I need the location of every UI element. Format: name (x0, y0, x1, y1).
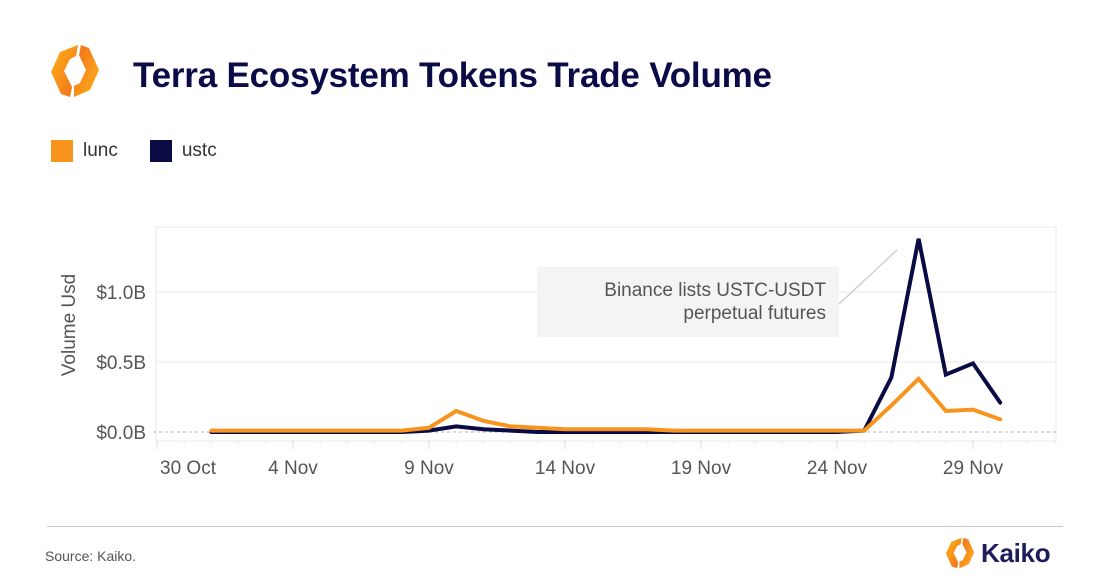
legend-label-ustc: ustc (181, 140, 217, 161)
legend: lunc ustc (51, 140, 249, 162)
annotation-box (537, 267, 839, 337)
y-tick-label: $0.5B (96, 353, 146, 374)
chart-title: Terra Ecosystem Tokens Trade Volume (133, 56, 772, 95)
x-tick-label: 29 Nov (943, 458, 1004, 479)
y-tick-label: $0.0B (96, 423, 146, 444)
kaiko-logo-icon (50, 42, 100, 100)
y-tick-label: $1.0B (96, 283, 146, 304)
y-axis-title: Volume Usd (59, 274, 80, 376)
footer-divider (47, 526, 1063, 527)
legend-swatch-ustc (149, 140, 172, 162)
y-axis: $0.0B $0.5B $1.0B Volume Usd (59, 274, 146, 444)
x-tick-label: 14 Nov (535, 458, 596, 479)
kaiko-brand: Kaiko (945, 536, 1051, 570)
legend-item-ustc[interactable]: ustc (149, 140, 217, 162)
legend-label-lunc: lunc (83, 140, 118, 161)
annotation-text: perpetual futures (683, 303, 826, 324)
series-line-lunc (209, 375, 1003, 433)
kaiko-mark-icon (945, 537, 975, 569)
plot-frame (155, 226, 1057, 442)
annotation-text: Binance lists USTC-USDT (604, 280, 826, 301)
x-tick-label: 9 Nov (404, 458, 454, 479)
legend-item-lunc[interactable]: lunc (51, 140, 118, 162)
source-note: Source: Kaiko. (45, 548, 137, 564)
annotation-leader-line (838, 249, 898, 305)
x-tick-label: 4 Nov (268, 458, 318, 479)
x-tick-label: 24 Nov (807, 458, 868, 479)
x-tick-label: 19 Nov (671, 458, 732, 479)
kaiko-wordmark: Kaiko (981, 537, 1051, 568)
legend-swatch-lunc (51, 140, 73, 162)
x-tick-label: 30 Oct (160, 458, 217, 479)
chart-series (209, 238, 1003, 434)
x-axis: 30 Oct 4 Nov 9 Nov 14 Nov 19 Nov 24 Nov 29 Nov (156, 441, 1056, 479)
